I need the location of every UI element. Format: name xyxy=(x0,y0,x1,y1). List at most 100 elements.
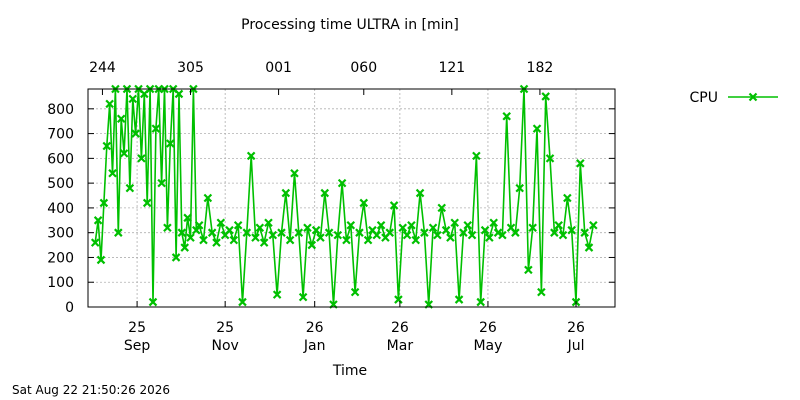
data-point xyxy=(90,238,100,247)
data-point-stroke xyxy=(441,225,451,235)
data-point-stroke xyxy=(303,223,312,233)
data-point xyxy=(433,230,442,240)
data-point-stroke xyxy=(320,188,330,198)
x-tick-label-month: Mar xyxy=(387,338,414,354)
series-cpu xyxy=(90,84,598,309)
data-point xyxy=(472,151,481,161)
data-point-stroke xyxy=(355,228,364,237)
data-point xyxy=(142,198,152,208)
data-point xyxy=(545,154,555,163)
data-point xyxy=(294,228,304,237)
data-point xyxy=(515,183,524,193)
data-point xyxy=(180,243,190,252)
y-tick-label: 0 xyxy=(65,300,74,316)
data-point-stroke xyxy=(372,230,382,240)
data-point xyxy=(298,292,308,302)
data-point-stroke xyxy=(385,228,395,237)
x-tick-label-month: Jul xyxy=(567,338,585,354)
data-point-stroke xyxy=(238,297,247,307)
data-point xyxy=(316,233,325,242)
data-point-stroke xyxy=(376,220,386,230)
data-point xyxy=(411,235,421,245)
x-tick-label-month: May xyxy=(473,338,502,354)
data-point-stroke xyxy=(532,124,542,133)
data-point xyxy=(264,218,273,228)
data-point xyxy=(511,228,520,237)
x-tick-label-day: 26 xyxy=(391,320,409,336)
data-point xyxy=(346,220,356,230)
data-point-stroke xyxy=(242,228,252,237)
data-point xyxy=(485,233,494,242)
data-point xyxy=(203,193,213,203)
data-point-stroke xyxy=(537,287,546,297)
data-point xyxy=(216,218,226,228)
data-point xyxy=(524,265,533,275)
data-point-stroke xyxy=(563,193,572,203)
data-point-stroke xyxy=(359,198,369,208)
data-point-stroke xyxy=(493,228,503,237)
data-point xyxy=(337,178,347,188)
data-point xyxy=(255,223,265,233)
data-point-stroke xyxy=(268,230,278,240)
legend-marker-stroke xyxy=(748,92,758,102)
x-tick-label-day: 26 xyxy=(567,320,585,336)
data-point-stroke xyxy=(589,220,598,230)
data-point xyxy=(398,223,408,233)
data-point xyxy=(463,220,473,230)
data-point-stroke xyxy=(368,225,377,235)
data-point xyxy=(550,228,559,237)
x-tick-label-month: Sep xyxy=(124,338,151,354)
data-point-stroke xyxy=(567,225,576,235)
data-point xyxy=(105,99,114,109)
x-tick-label-day: 25 xyxy=(216,320,234,336)
data-point-stroke xyxy=(105,99,114,109)
data-point xyxy=(363,235,373,245)
data-point xyxy=(137,154,146,163)
data-point xyxy=(96,255,106,265)
data-point xyxy=(177,228,187,237)
data-point xyxy=(580,228,589,237)
data-point-stroke xyxy=(128,94,138,104)
data-point-stroke xyxy=(506,223,516,233)
data-point xyxy=(268,230,278,240)
data-point-stroke xyxy=(131,129,140,138)
data-point-stroke xyxy=(137,154,146,163)
data-point xyxy=(324,228,334,237)
data-point-stroke xyxy=(576,159,585,168)
data-point xyxy=(272,290,282,299)
data-point-stroke xyxy=(528,223,537,233)
data-point-stroke xyxy=(99,198,109,208)
data-point xyxy=(532,124,542,133)
data-point-stroke xyxy=(511,228,520,237)
data-point-stroke xyxy=(541,92,550,101)
y-tick-label: 500 xyxy=(47,176,74,192)
data-point-stroke xyxy=(472,151,481,161)
x-axis-top: 244 305 001 060 121 182 xyxy=(89,60,553,95)
data-point-stroke xyxy=(192,225,201,235)
data-point xyxy=(277,228,286,237)
data-point-stroke xyxy=(363,235,373,245)
data-point xyxy=(229,235,239,245)
data-point xyxy=(114,228,123,237)
data-point xyxy=(454,295,464,304)
data-point xyxy=(589,220,598,230)
data-point xyxy=(576,159,585,168)
data-point xyxy=(125,183,135,193)
data-point xyxy=(584,243,594,252)
data-point xyxy=(537,287,546,297)
x-tick-label-month: Nov xyxy=(212,338,239,354)
data-point-stroke xyxy=(459,228,468,237)
y-tick-label: 700 xyxy=(47,127,74,143)
data-point-stroke xyxy=(177,228,187,237)
x-axis-label: Time xyxy=(332,363,367,379)
data-point-stroke xyxy=(398,223,408,233)
x2-tick-label: 121 xyxy=(438,60,465,76)
data-point xyxy=(163,223,172,233)
y-tick-label: 200 xyxy=(47,250,74,266)
data-point xyxy=(93,216,103,225)
data-point xyxy=(116,114,126,124)
data-point-stroke xyxy=(163,223,172,233)
data-point xyxy=(242,228,252,237)
data-point-stroke xyxy=(333,230,343,240)
